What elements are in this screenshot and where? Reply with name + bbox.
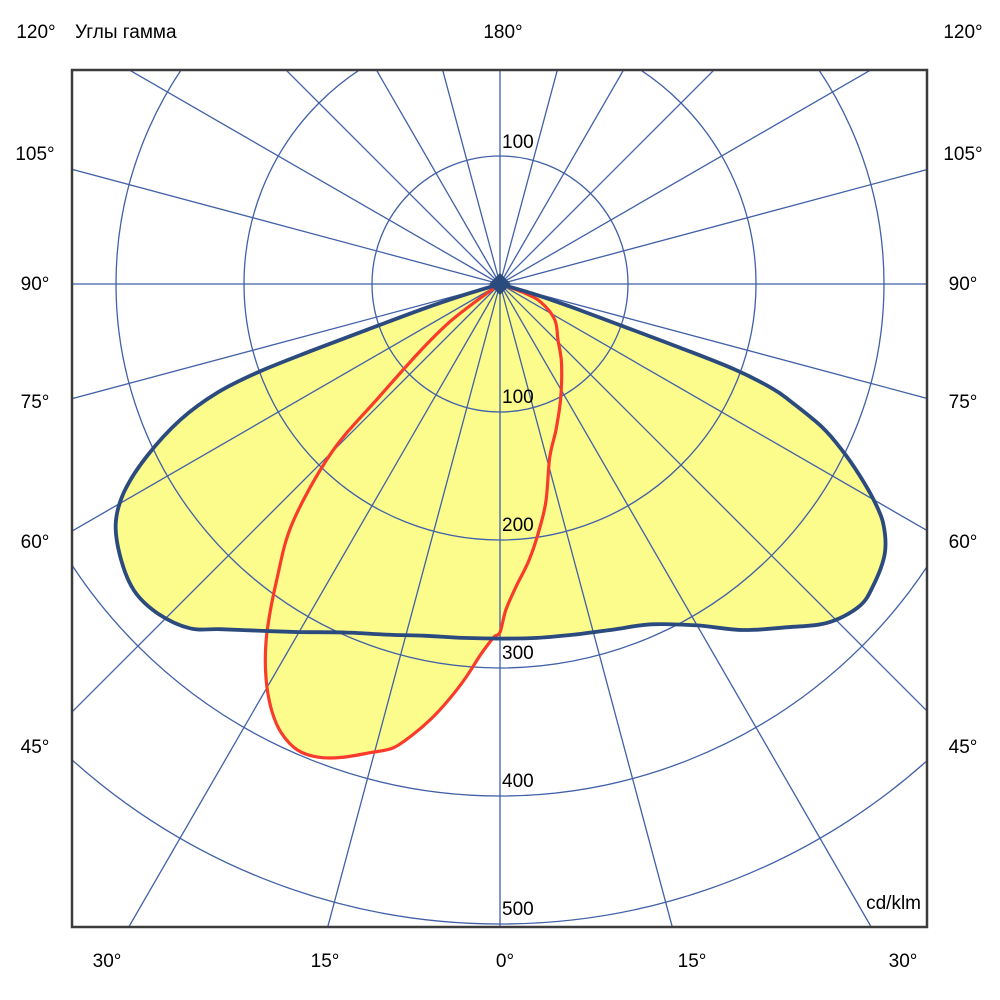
grid-ray-285 [72,283,501,400]
radial-tick-200: 200 [502,515,534,536]
gamma-label-right-105°: 105° [943,144,983,165]
angle-label-120-top-left: 120° [16,22,56,43]
grid-ray-105 [499,168,927,285]
gamma-label-left-90°: 90° [20,274,50,295]
gamma-label-right-75°: 75° [948,392,978,413]
grid-ray-225 [285,70,501,285]
grid-ray-210 [375,70,501,285]
grid-ray-45 [499,283,927,712]
radial-tick-upper-100: 100 [502,132,534,153]
radial-tick-400: 400 [502,771,534,792]
radial-tick-300: 300 [502,643,534,664]
grid-ray-60 [499,283,927,532]
grid-ray-330 [128,283,501,927]
gamma-label-right-60°: 60° [948,532,978,553]
gamma-label-bottom-0: 30° [92,951,122,972]
grid-ray-345 [327,283,501,927]
grid-ray-15 [499,283,673,927]
plot-frame [70,68,929,929]
grid-ray-135 [499,70,715,285]
radial-tick-100: 100 [502,387,534,408]
grid-ray-30 [499,283,872,927]
red-curve [263,282,564,760]
gamma-label-left-60°: 60° [20,532,50,553]
blue-curve [113,282,888,641]
grid-ray-315 [72,283,501,713]
gamma-label-left-45°: 45° [20,737,50,758]
grid-ray-120 [499,70,872,285]
grid-ray-75 [499,283,927,400]
grid-ray-255 [72,168,501,285]
grid-ray-150 [499,70,625,285]
chart-title: Углы гамма [75,22,177,43]
grid-ray-300 [72,283,501,532]
gamma-label-left-105°: 105° [15,144,55,165]
grid-ray-165 [499,70,559,285]
gamma-label-bottom-1: 15° [310,951,340,972]
gamma-label-left-75°: 75° [20,392,50,413]
unit-label: cd/klm [866,893,921,914]
radial-tick-500: 500 [502,899,534,920]
angle-label-120-top-right: 120° [943,22,983,43]
pole-marker [489,273,511,295]
gamma-label-right-90°: 90° [948,274,978,295]
gamma-label-right-45°: 45° [948,737,978,758]
gamma-label-bottom-2: 0° [495,951,515,972]
gamma-label-bottom-4: 30° [888,951,918,972]
grid-ray-240 [128,70,501,285]
gamma-label-bottom-3: 15° [677,951,707,972]
angle-label-180-top-center: 180° [483,22,523,43]
grid-ray-195 [441,70,501,285]
